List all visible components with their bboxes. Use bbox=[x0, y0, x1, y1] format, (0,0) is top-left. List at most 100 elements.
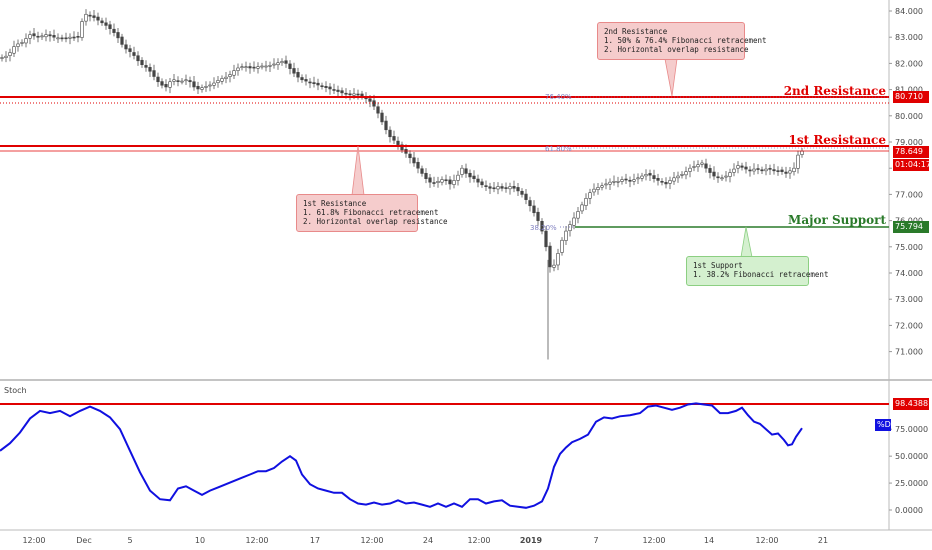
candle-up bbox=[564, 230, 568, 241]
candle-down bbox=[60, 37, 64, 40]
candle-down bbox=[136, 55, 140, 62]
candle-down bbox=[144, 65, 148, 68]
candle-up bbox=[736, 165, 740, 169]
candle-up bbox=[560, 239, 564, 253]
candle-down bbox=[540, 220, 544, 232]
candle-up bbox=[184, 79, 188, 82]
candle-down bbox=[384, 120, 388, 131]
candle-up bbox=[4, 55, 8, 58]
candle-down bbox=[248, 66, 252, 69]
candle-down bbox=[332, 89, 336, 91]
candle-down bbox=[768, 168, 772, 170]
candle-up bbox=[68, 36, 72, 39]
candle-down bbox=[500, 186, 504, 189]
candle-down bbox=[648, 173, 652, 176]
price-tick-label: 79.000 bbox=[895, 138, 923, 147]
callout-2nd-resistance: 2nd Resistance 1. 50% & 76.4% Fibonacci … bbox=[597, 22, 767, 60]
price-tick-label: 72.000 bbox=[895, 321, 923, 330]
candle-down bbox=[392, 136, 396, 141]
candle-down bbox=[664, 182, 668, 185]
candle-down bbox=[420, 168, 424, 174]
label-2nd-resistance: 2nd Resistance bbox=[784, 84, 887, 98]
candle-down bbox=[140, 59, 144, 66]
candle-up bbox=[208, 84, 212, 87]
time-tick-label: 2019 bbox=[520, 536, 543, 545]
candle-down bbox=[380, 112, 384, 123]
candle-down bbox=[716, 176, 720, 179]
label-1st-resistance: 1st Resistance bbox=[789, 133, 887, 147]
candle-down bbox=[424, 172, 428, 179]
time-tick-label: 12:00 bbox=[22, 536, 45, 545]
candle-up bbox=[28, 34, 32, 39]
candle-up bbox=[672, 177, 676, 182]
candle-down bbox=[324, 86, 328, 88]
candle-up bbox=[792, 167, 796, 172]
candle-down bbox=[312, 82, 316, 85]
candle-up bbox=[172, 79, 176, 82]
price-tick-label: 71.000 bbox=[895, 348, 923, 357]
candle-up bbox=[636, 177, 640, 180]
time-tick-label: 21 bbox=[818, 536, 828, 545]
candle-up bbox=[764, 168, 768, 172]
candle-up bbox=[56, 37, 60, 40]
candle-up bbox=[608, 181, 612, 185]
price-tick-label: 75.000 bbox=[895, 243, 923, 252]
stoch-series bbox=[0, 402, 889, 509]
candle-down bbox=[448, 179, 452, 185]
candle-up bbox=[728, 172, 732, 177]
candle-down bbox=[484, 185, 488, 187]
candle-up bbox=[236, 67, 240, 71]
price-tick-label: 83.000 bbox=[895, 33, 923, 42]
callout-1st-support: 1st Support 1. 38.2% Fibonacci retraceme… bbox=[686, 256, 828, 286]
candle-up bbox=[692, 166, 696, 168]
time-tick-label: 12:00 bbox=[245, 536, 268, 545]
candle-down bbox=[108, 24, 112, 29]
callout-pointer bbox=[664, 58, 678, 97]
candle-down bbox=[336, 89, 340, 92]
indicator-title: Stoch bbox=[4, 386, 27, 395]
candle-down bbox=[72, 36, 76, 39]
candle-up bbox=[732, 168, 736, 173]
candle-down bbox=[156, 76, 160, 83]
candle-up bbox=[20, 42, 24, 44]
fib-label: 38.20% bbox=[530, 224, 557, 232]
candle-down bbox=[356, 93, 360, 96]
candle-up bbox=[264, 65, 268, 68]
candle-up bbox=[244, 66, 248, 68]
candle-down bbox=[328, 86, 332, 90]
candle-up bbox=[232, 70, 236, 76]
candle-down bbox=[784, 171, 788, 174]
candle-down bbox=[772, 169, 776, 172]
candle-down bbox=[652, 175, 656, 179]
candle-down bbox=[712, 171, 716, 177]
candle-down bbox=[704, 163, 708, 169]
candle-up bbox=[700, 162, 704, 165]
candle-up bbox=[228, 74, 232, 77]
candle-down bbox=[548, 245, 552, 268]
candle-down bbox=[656, 178, 660, 181]
time-tick-label: 10 bbox=[195, 536, 205, 545]
candle-down bbox=[32, 33, 36, 37]
price-tick-label: 82.000 bbox=[895, 59, 923, 68]
candle-down bbox=[468, 172, 472, 178]
callout-line: 1. 50% & 76.4% Fibonacci retracement bbox=[604, 36, 767, 45]
candle-down bbox=[444, 179, 448, 182]
candle-up bbox=[580, 204, 584, 212]
candle-down bbox=[288, 63, 292, 69]
time-tick-label: 24 bbox=[423, 536, 433, 545]
time-tick-label: 5 bbox=[127, 536, 132, 545]
candle-down bbox=[100, 20, 104, 24]
candle-down bbox=[124, 44, 128, 50]
candle-up bbox=[576, 211, 580, 219]
candle-down bbox=[196, 85, 200, 90]
candle-up bbox=[280, 61, 284, 64]
candle-down bbox=[660, 181, 664, 183]
candle-up bbox=[556, 253, 560, 266]
candle-up bbox=[352, 93, 356, 96]
stoch-tick-label: 75.0000 bbox=[895, 425, 928, 434]
candle-down bbox=[428, 177, 432, 183]
price-tick-label: 77.000 bbox=[895, 190, 923, 199]
stoch-tick-label: 0.0000 bbox=[895, 506, 923, 515]
candle-up bbox=[688, 167, 692, 172]
